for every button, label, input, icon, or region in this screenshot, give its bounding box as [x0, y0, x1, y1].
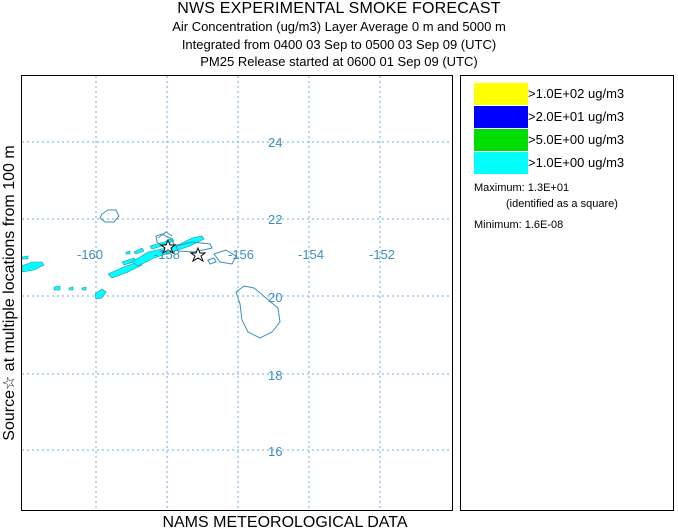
lat-label-20: 20	[268, 290, 282, 305]
legend-label: >1.0E+00 ug/m3	[528, 155, 625, 170]
lon-label-156: -156	[228, 247, 254, 262]
molokai-coast	[175, 241, 213, 253]
legend-item-100: >1.0E+02 ug/m3	[474, 83, 674, 105]
legend-panel: >1.0E+02 ug/m3 >2.0E+01 ug/m3 >5.0E+00 u…	[460, 75, 674, 511]
maui-coast	[213, 249, 237, 265]
source-location-label: Source☆ at multiple locations from 100 m	[1, 145, 18, 441]
lon-label-158: -158	[154, 247, 180, 262]
lon-label-160: -160	[77, 247, 103, 262]
oahu-north	[157, 231, 173, 239]
subtitle-integration: Integrated from 0400 03 Sep to 0500 03 S…	[181, 37, 497, 52]
lat-label-16: 16	[268, 444, 282, 459]
plume-far-west	[22, 261, 45, 273]
lat-label-22: 22	[268, 212, 282, 227]
star-icon	[189, 246, 207, 263]
legend-label: >1.0E+02 ug/m3	[528, 86, 625, 101]
plume-channel-a	[107, 261, 143, 279]
grid-labels: -160 -158 -156 -154 -152 24 22 20 18 16	[77, 135, 395, 459]
lat-label-18: 18	[268, 368, 282, 383]
lat-label-24: 24	[268, 135, 282, 150]
main-title: NWS EXPERIMENTAL SMOKE FORECAST	[177, 0, 501, 17]
legend-item-20: >2.0E+01 ug/m3	[474, 106, 674, 128]
subtitle-release: PM25 Release started at 0600 01 Sep 09 (…	[200, 54, 478, 69]
plume-kauai-west	[94, 288, 107, 300]
graticule	[22, 76, 452, 510]
source-markers	[159, 238, 207, 263]
plume-north	[133, 247, 145, 255]
plume-west-small	[53, 285, 61, 291]
footer-data-source: NAMS METEOROLOGICAL DATA	[162, 514, 408, 531]
legend-maximum-note: (identified as a square)	[506, 198, 618, 210]
legend-item-5: >5.0E+00 ug/m3	[474, 129, 674, 151]
lanai-coast	[207, 257, 217, 265]
legend-item-1: >1.0E+00 ug/m3	[474, 152, 674, 174]
legend-swatch-cyan	[474, 152, 528, 174]
legend-label: >2.0E+01 ug/m3	[528, 109, 625, 124]
plume-dot-c	[125, 250, 131, 255]
map-panel: -160 -158 -156 -154 -152 24 22 20 18 16	[21, 75, 453, 511]
plume-dot-b	[81, 286, 87, 291]
legend-maximum: Maximum: 1.3E+01	[474, 182, 570, 194]
star-icon	[159, 238, 177, 255]
legend-swatch-blue	[474, 106, 528, 128]
legend-label: >5.0E+00 ug/m3	[528, 132, 625, 147]
niihau-coast	[99, 209, 120, 223]
hawaii-coast	[235, 285, 281, 339]
subtitle-concentration: Air Concentration (ug/m3) Layer Average …	[172, 19, 506, 34]
legend-swatch-yellow	[474, 83, 528, 105]
plume-dot-d	[22, 255, 29, 260]
legend-swatch-green	[474, 129, 528, 151]
map-svg: -160 -158 -156 -154 -152 24 22 20 18 16	[22, 76, 452, 510]
lon-label-154: -154	[298, 247, 324, 262]
legend-minimum: Minimum: 1.6E-08	[474, 219, 564, 231]
lon-label-152: -152	[369, 247, 395, 262]
coastlines	[99, 209, 281, 339]
plume-dot-a	[68, 286, 74, 291]
side-label-wrap: Source☆ at multiple locations from 100 m	[0, 75, 20, 511]
